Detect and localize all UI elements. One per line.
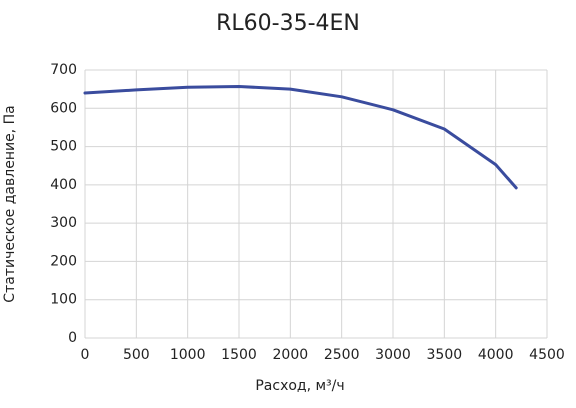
y-tick-label: 300 [50, 215, 77, 231]
y-tick-label: 600 [50, 100, 77, 116]
y-tick-label: 500 [50, 139, 77, 155]
y-tick-label: 200 [50, 253, 77, 269]
x-tick-label: 2500 [324, 347, 360, 363]
x-tick-label: 1000 [170, 347, 206, 363]
x-tick-label: 3500 [427, 347, 463, 363]
x-tick-label: 1500 [221, 347, 257, 363]
x-tick-label: 0 [81, 347, 90, 363]
y-tick-label: 100 [50, 292, 77, 308]
y-axis-label: Статическое давление, Па [2, 105, 18, 302]
line [83, 85, 518, 190]
y-tick-label: 0 [68, 330, 77, 346]
y-tick-label: 700 [50, 62, 77, 78]
x-axis-label: Расход, м³/ч [255, 378, 344, 394]
x-tick-label: 2000 [273, 347, 309, 363]
x-tick-label: 500 [123, 347, 150, 363]
chart-title: RL60-35-4EN [216, 11, 360, 36]
y-tick-label: 400 [50, 177, 77, 193]
x-tick-label: 4500 [529, 347, 565, 363]
x-tick-label: 3000 [375, 347, 411, 363]
x-tick-label: 4000 [478, 347, 514, 363]
